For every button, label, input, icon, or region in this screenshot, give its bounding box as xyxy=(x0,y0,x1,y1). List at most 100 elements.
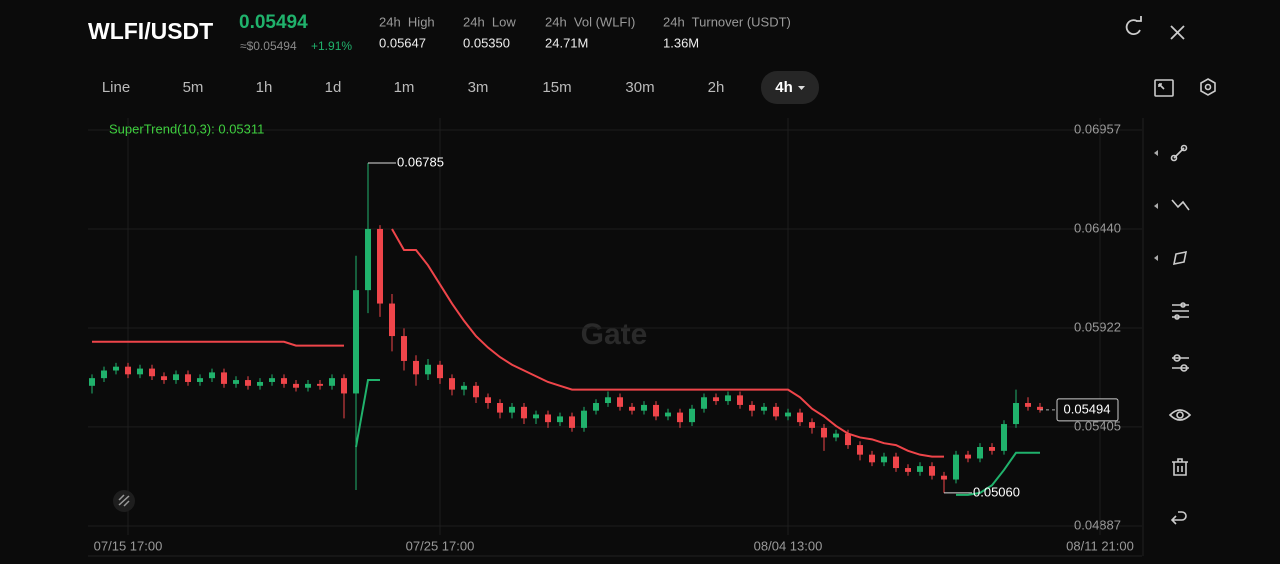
candle-body xyxy=(737,395,743,405)
timeframe-tab[interactable]: 15m xyxy=(542,79,571,96)
candle-body xyxy=(557,416,563,423)
timeframe-tab[interactable]: 30m xyxy=(625,79,654,96)
supertrend-line xyxy=(92,340,344,347)
stat-value: 0.05647 xyxy=(379,35,426,50)
timeframes: Line 5m 1h 1d 1m 3m 15m 30m 2h 4h xyxy=(102,79,805,96)
candle-body xyxy=(977,447,983,459)
timeframe-tab[interactable]: 3m xyxy=(468,79,489,96)
timeframe-tab[interactable]: Line xyxy=(102,79,130,96)
stat-label: 24h Low xyxy=(463,14,516,29)
candle-body xyxy=(245,380,251,386)
candle-body xyxy=(377,228,383,304)
candle-body xyxy=(581,410,587,428)
candle-body xyxy=(521,406,527,419)
stat-value: 1.36M xyxy=(663,35,699,50)
candle-body xyxy=(293,383,299,388)
drawing-mode-icon[interactable] xyxy=(113,490,135,512)
y-tick-label: 0.05922 xyxy=(1074,319,1121,334)
candle-body xyxy=(389,303,395,337)
y-tick-label: 0.06957 xyxy=(1074,121,1121,136)
candle-body xyxy=(593,403,599,411)
y-tick-label: 0.04887 xyxy=(1074,517,1121,532)
candle-body xyxy=(449,378,455,390)
candle-body xyxy=(713,397,719,402)
stat-label: 24h High xyxy=(379,14,435,29)
stats: 24h High 0.05647 24h Low 0.05350 24h Vol (WL… xyxy=(379,14,791,50)
candle-body xyxy=(149,368,155,377)
candle-body xyxy=(425,364,431,375)
candle-body xyxy=(461,385,467,390)
candle-body xyxy=(257,381,263,386)
stat-value: 0.05350 xyxy=(463,35,510,50)
candle-body xyxy=(965,454,971,459)
candle-body xyxy=(509,406,515,413)
candle-body xyxy=(953,454,959,480)
candle-body xyxy=(749,404,755,411)
candle-body xyxy=(845,433,851,446)
watermark: Gate xyxy=(581,318,648,351)
candle-body xyxy=(221,372,227,384)
last-price-label: 0.05494 xyxy=(1064,401,1111,416)
candle-body xyxy=(941,475,947,480)
candle-body xyxy=(485,397,491,404)
candle-body xyxy=(305,383,311,388)
candle-body xyxy=(917,466,923,472)
candle-body xyxy=(317,383,323,386)
candle-body xyxy=(365,228,371,291)
candle-body xyxy=(89,378,95,386)
plot-area xyxy=(88,118,1142,535)
candle-body xyxy=(437,364,443,379)
refresh-icon[interactable] xyxy=(1125,16,1142,36)
candle-body xyxy=(665,412,671,417)
candle-body xyxy=(929,466,935,476)
candle-body xyxy=(797,412,803,423)
candle-body xyxy=(689,408,695,423)
x-tick-label: 08/04 13:00 xyxy=(754,538,823,553)
supertrend-line xyxy=(391,228,944,458)
close-icon[interactable] xyxy=(1170,25,1185,40)
settings-icon[interactable] xyxy=(1200,78,1216,96)
candle-body xyxy=(545,414,551,423)
supertrend-line xyxy=(355,379,380,448)
candle-body xyxy=(533,414,539,419)
candle-body xyxy=(569,416,575,428)
candle-body xyxy=(821,427,827,438)
timeframe-tab[interactable]: 1d xyxy=(325,79,342,96)
indicator-label: SuperTrend(10,3): 0.05311 xyxy=(109,121,264,136)
candle-body xyxy=(353,290,359,394)
candle-body xyxy=(701,397,707,409)
candle-body xyxy=(401,336,407,361)
change: +1.91% xyxy=(311,39,352,53)
candle-body xyxy=(329,378,335,386)
candle-body xyxy=(773,406,779,417)
candle-body xyxy=(725,395,731,402)
candle-body xyxy=(809,422,815,428)
candle-body xyxy=(269,378,275,382)
candle-body xyxy=(497,403,503,413)
candle-body xyxy=(185,374,191,382)
timeframe-tab[interactable]: 2h xyxy=(708,79,725,96)
fullscreen-icon[interactable] xyxy=(1154,79,1174,97)
timeframe-tab[interactable]: 4h xyxy=(775,79,793,96)
timeframe-tab[interactable]: 5m xyxy=(183,79,204,96)
x-tick-label: 07/25 17:00 xyxy=(406,538,475,553)
candle-body xyxy=(113,366,119,371)
candle-body xyxy=(605,397,611,404)
candle-body xyxy=(173,374,179,381)
candle-body xyxy=(869,454,875,463)
stat-value: 24.71M xyxy=(545,35,588,50)
candle-body xyxy=(413,360,419,375)
candle-body xyxy=(1001,424,1007,451)
candle-body xyxy=(341,378,347,394)
timeframe-tab[interactable]: 1m xyxy=(394,79,415,96)
candle-body xyxy=(101,370,107,379)
annotation-label: 0.05060 xyxy=(973,484,1020,499)
candle-body xyxy=(857,445,863,455)
candle-body xyxy=(281,378,287,384)
candle-body xyxy=(629,406,635,411)
candle-body xyxy=(473,385,479,398)
timeframe-tab[interactable]: 1h xyxy=(256,79,273,96)
